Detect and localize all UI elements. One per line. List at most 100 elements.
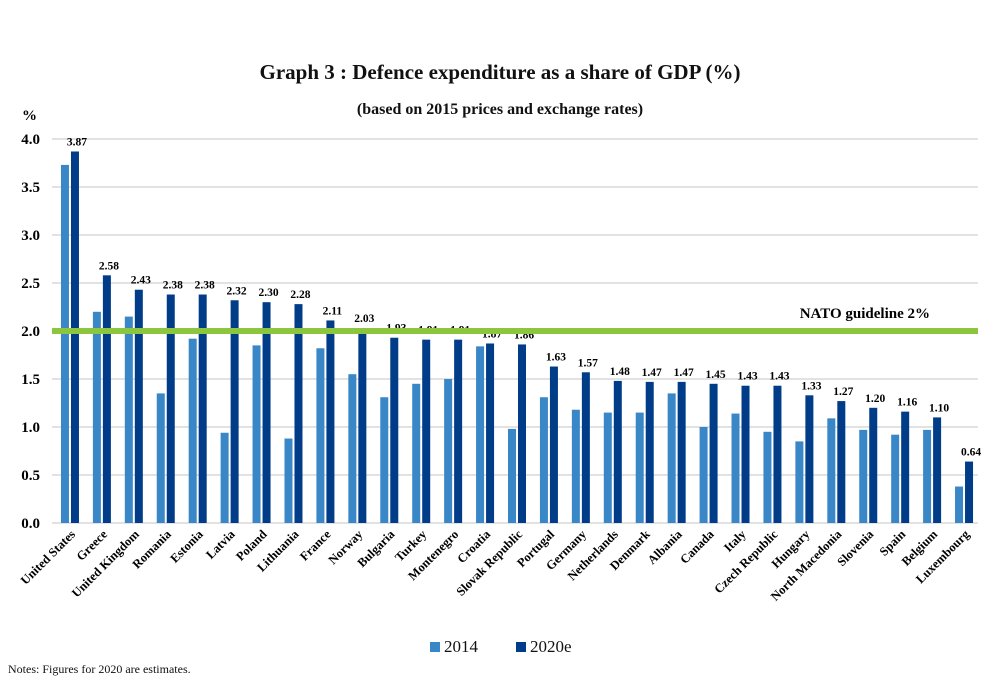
data-label: 3.87 (67, 136, 87, 148)
legend: 2014 2020e (430, 637, 572, 657)
bar-2020e-portugal (549, 366, 558, 523)
bar-2014-latvia (220, 432, 229, 523)
bar-chart: % 0.0 0.5 1.0 1.5 2.0 2.5 3.0 3.5 4.0 3.87 United S… (18, 108, 981, 604)
bar-2020e-netherlands (613, 380, 622, 523)
bar-2014-greece (92, 311, 101, 523)
legend-label-2020e: 2020e (530, 637, 572, 656)
bar-2014-germany (571, 409, 580, 523)
y-axis-label: % (22, 108, 37, 124)
bar-2020e-united-states (70, 151, 79, 524)
bar-2020e-belgium (933, 417, 942, 523)
data-label: 1.20 (865, 393, 885, 405)
bar-2020e-luxembourg (965, 461, 974, 523)
x-tick-label: Latvia (203, 527, 238, 562)
bar-2014-spain (891, 434, 900, 523)
bar-2014-bulgaria (380, 397, 389, 523)
bar-2014-italy (731, 413, 740, 523)
bar-2014-north-macedonia (827, 418, 836, 523)
data-label: 2.03 (354, 313, 374, 325)
x-tick-label: Estonia (167, 527, 206, 566)
data-label: 1.48 (610, 366, 630, 378)
data-label: 2.43 (131, 275, 151, 287)
bar-2014-norway (348, 374, 357, 523)
bar-2020e-hungary (805, 395, 814, 523)
bar-2014-united-states (60, 164, 69, 524)
bar-2020e-romania (166, 294, 175, 523)
x-tick-label: Canada (677, 527, 717, 567)
bar-2014-hungary (795, 441, 804, 523)
data-label: 1.16 (897, 397, 917, 409)
bar-2020e-estonia (198, 294, 207, 523)
bar-2014-france (316, 348, 325, 523)
nato-guideline-label: NATO guideline 2% (800, 306, 930, 322)
legend-item-2020e: 2020e (516, 637, 572, 657)
data-label: 2.32 (227, 285, 247, 297)
data-label: 1.43 (737, 371, 757, 383)
bar-2020e-croatia (486, 343, 495, 523)
legend-label-2014: 2014 (444, 637, 478, 656)
data-label: 1.47 (642, 367, 662, 379)
data-label: 1.63 (546, 352, 566, 364)
legend-swatch-2014 (430, 642, 440, 652)
bar-2014-netherlands (603, 412, 612, 523)
data-label: 2.28 (290, 289, 310, 301)
bar-2014-united-kingdom (124, 316, 133, 523)
bar-2014-slovak-republic (508, 428, 516, 523)
y-tick-label: 3.0 (21, 228, 40, 244)
bar-2020e-latvia (230, 300, 239, 523)
bar-2014-albania (667, 393, 676, 523)
bar-2014-estonia (188, 338, 197, 523)
y-tick-label: 3.5 (21, 180, 40, 196)
x-tick-label: Albania (645, 527, 685, 567)
chart-note: Notes: Figures for 2020 are estimates. (8, 662, 191, 676)
data-label: 0.64 (961, 447, 981, 459)
bar-2020e-italy (741, 385, 750, 523)
data-label: 1.27 (833, 386, 853, 398)
bar-2020e-norway (358, 328, 367, 523)
bar-2014-denmark (635, 412, 644, 523)
bar-2020e-slovenia (869, 407, 878, 523)
bar-2014-belgium (923, 429, 932, 523)
bar-2020e-poland (262, 302, 271, 523)
bar-2020e-lithuania (294, 304, 303, 523)
bar-2020e-bulgaria (390, 337, 399, 523)
bar-2014-czech-republic (763, 431, 772, 523)
bar-2020e-greece (102, 275, 111, 523)
bar-2020e-france (326, 320, 335, 523)
bar-2020e-north-macedonia (837, 401, 846, 523)
bar-2014-luxembourg (955, 486, 964, 523)
y-tick-label: 1.0 (21, 420, 40, 436)
bar-2020e-united-kingdom (134, 289, 143, 523)
bar-2014-turkey (412, 383, 421, 523)
data-label: 2.30 (258, 287, 278, 299)
bar-2020e-turkey (422, 339, 431, 523)
bar-2014-croatia (476, 346, 485, 523)
x-tick-label: United States (18, 527, 78, 587)
bar-2020e-czech-republic (773, 385, 782, 523)
bar-2020e-slovak-republic (518, 344, 526, 523)
bar-2014-lithuania (284, 438, 293, 523)
data-label: 1.57 (578, 357, 598, 369)
chart-title: Graph 3 : Defence expenditure as a share… (259, 60, 741, 84)
data-label: 1.10 (929, 402, 949, 414)
data-label: 1.45 (706, 369, 726, 381)
data-label: 2.38 (163, 280, 183, 292)
legend-item-2014: 2014 (430, 637, 478, 657)
x-tick-label: Italy (721, 527, 749, 555)
bar-2014-slovenia (859, 429, 868, 523)
bar-2020e-albania (677, 381, 686, 523)
bar-2020e-germany (581, 372, 590, 523)
bar-2020e-spain (901, 411, 910, 523)
y-tick-label: 0.5 (21, 468, 40, 484)
bar-2014-romania (156, 393, 165, 523)
y-tick-label: 2.5 (21, 276, 40, 292)
y-tick-label: 4.0 (21, 132, 40, 148)
data-label: 2.58 (99, 260, 119, 272)
y-tick-label: 0.0 (21, 516, 40, 532)
data-label: 2.11 (323, 305, 343, 317)
bar-2014-montenegro (444, 379, 453, 523)
bar-2020e-montenegro (454, 339, 463, 523)
y-tick-label: 2.0 (21, 324, 40, 340)
legend-swatch-2020e (516, 642, 526, 652)
bar-2014-poland (252, 345, 261, 523)
